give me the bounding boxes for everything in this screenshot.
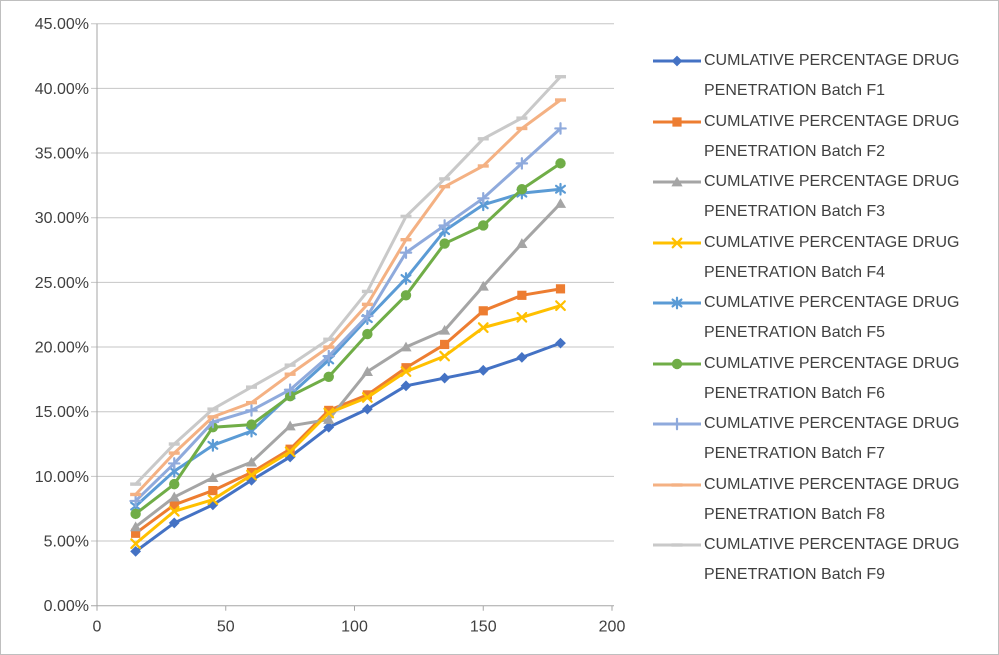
series-markers-f3 [130, 198, 567, 532]
legend-label-f8: CUMLATIVE PERCENTAGE DRUG PENETRATION Ba… [704, 475, 960, 523]
y-axis-label: 15.00% [35, 404, 89, 421]
series-line-f7 [134, 126, 562, 503]
y-axis-label: 5.00% [44, 534, 89, 551]
y-axis-label: 20.00% [35, 340, 89, 357]
y-axis-label: 35.00% [35, 146, 89, 163]
series-line-f4 [134, 304, 562, 546]
y-axis-label: 40.00% [35, 81, 89, 98]
y-axis-label: 30.00% [35, 210, 89, 227]
legend-label-f4: CUMLATIVE PERCENTAGE DRUG PENETRATION Ba… [704, 233, 960, 281]
series-line-f2 [134, 287, 562, 535]
series-markers-f8 [130, 98, 566, 497]
legend-item-f5: CUMLATIVE PERCENTAGE DRUG PENETRATION Ba… [653, 288, 983, 349]
legend-item-f3: CUMLATIVE PERCENTAGE DRUG PENETRATION Ba… [653, 167, 983, 228]
legend-marker-f5 [653, 296, 701, 310]
series-line-f5 [134, 187, 562, 508]
x-axis-label: 0 [93, 619, 102, 636]
legend-label-f2: CUMLATIVE PERCENTAGE DRUG PENETRATION Ba… [704, 112, 960, 160]
legend-label-f3: CUMLATIVE PERCENTAGE DRUG PENETRATION Ba… [704, 173, 960, 220]
chart-legend: CUMLATIVE PERCENTAGE DRUG PENETRATION Ba… [653, 46, 983, 591]
legend-marker-f1 [653, 55, 701, 67]
legend-item-f4: CUMLATIVE PERCENTAGE DRUG PENETRATION Ba… [653, 228, 983, 289]
series-markers-f5 [130, 182, 566, 513]
legend-label-f7: CUMLATIVE PERCENTAGE DRUG PENETRATION Ba… [704, 415, 960, 462]
y-axis-label: 0.00% [44, 598, 89, 615]
legend-label-f5: CUMLATIVE PERCENTAGE DRUG PENETRATION Ba… [704, 294, 960, 341]
legend-label-f6: CUMLATIVE PERCENTAGE DRUG PENETRATION Ba… [704, 354, 960, 402]
series-line-f6 [134, 161, 562, 516]
y-axis-label: 45.00% [35, 16, 89, 33]
legend-marker-f9 [653, 543, 701, 547]
legend-item-f8: CUMLATIVE PERCENTAGE DRUG PENETRATION Ba… [653, 470, 983, 531]
x-axis-label: 50 [217, 619, 235, 636]
series-markers-f9 [130, 75, 566, 486]
legend-item-f7: CUMLATIVE PERCENTAGE DRUG PENETRATION Ba… [653, 409, 983, 470]
legend-marker-f3 [653, 176, 701, 187]
series-markers-f7 [129, 122, 567, 508]
series-markers-f1 [130, 337, 566, 557]
y-axis-label: 10.00% [35, 469, 89, 486]
legend-item-f6: CUMLATIVE PERCENTAGE DRUG PENETRATION Ba… [653, 349, 983, 410]
legend-marker-f6 [653, 358, 701, 369]
y-axis-label: 25.00% [35, 275, 89, 292]
x-axis-label: 200 [599, 619, 626, 636]
legend-marker-f8 [653, 482, 701, 487]
legend-item-f2: CUMLATIVE PERCENTAGE DRUG PENETRATION Ba… [653, 107, 983, 168]
series-line-f9 [134, 75, 562, 486]
legend-label-f9: CUMLATIVE PERCENTAGE DRUG PENETRATION Ba… [704, 536, 960, 583]
legend-label-f1: CUMLATIVE PERCENTAGE DRUG PENETRATION Ba… [704, 52, 960, 99]
series-line-f3 [134, 201, 562, 529]
series-markers-f4 [130, 300, 566, 550]
legend-marker-f4 [653, 237, 701, 248]
series-line-f8 [134, 98, 562, 496]
legend-item-f1: CUMLATIVE PERCENTAGE DRUG PENETRATION Ba… [653, 46, 983, 107]
series-line-f1 [134, 341, 562, 553]
x-axis-label: 100 [341, 619, 368, 636]
legend-marker-f7 [653, 417, 701, 431]
legend-marker-f2 [653, 116, 701, 127]
x-axis-label: 150 [470, 619, 497, 636]
legend-item-f9: CUMLATIVE PERCENTAGE DRUG PENETRATION Ba… [653, 530, 983, 591]
